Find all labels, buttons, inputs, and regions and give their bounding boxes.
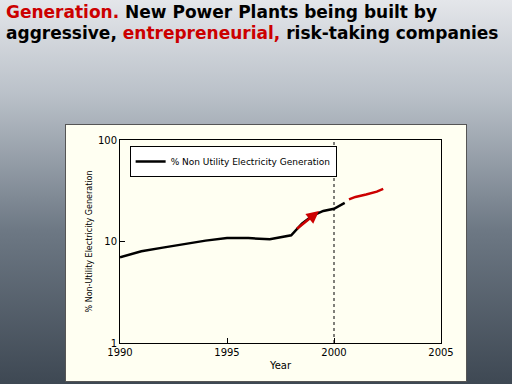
svg-text:1: 1 — [111, 338, 117, 349]
svg-text:2000: 2000 — [321, 347, 346, 358]
html-text:aggressive, entrepreneurial, r: aggressive, entrepreneurial, risk-taking… — [6, 23, 499, 43]
svg-text:Year: Year — [269, 360, 292, 371]
svg-text:100: 100 — [98, 135, 117, 146]
svg-text:% Non-Utility Electricity Gene: % Non-Utility Electricity Generation — [85, 171, 94, 313]
html-text:Generation. New Power Plants b: Generation. New Power Plants being built… — [6, 2, 438, 22]
svg-text:2005: 2005 — [428, 347, 453, 358]
svg-text:1995: 1995 — [214, 347, 239, 358]
svg-text:% Non Utility Electricity Gene: % Non Utility Electricity Generation — [171, 157, 330, 167]
svg-text:1990: 1990 — [107, 347, 132, 358]
svg-text:10: 10 — [104, 236, 117, 247]
